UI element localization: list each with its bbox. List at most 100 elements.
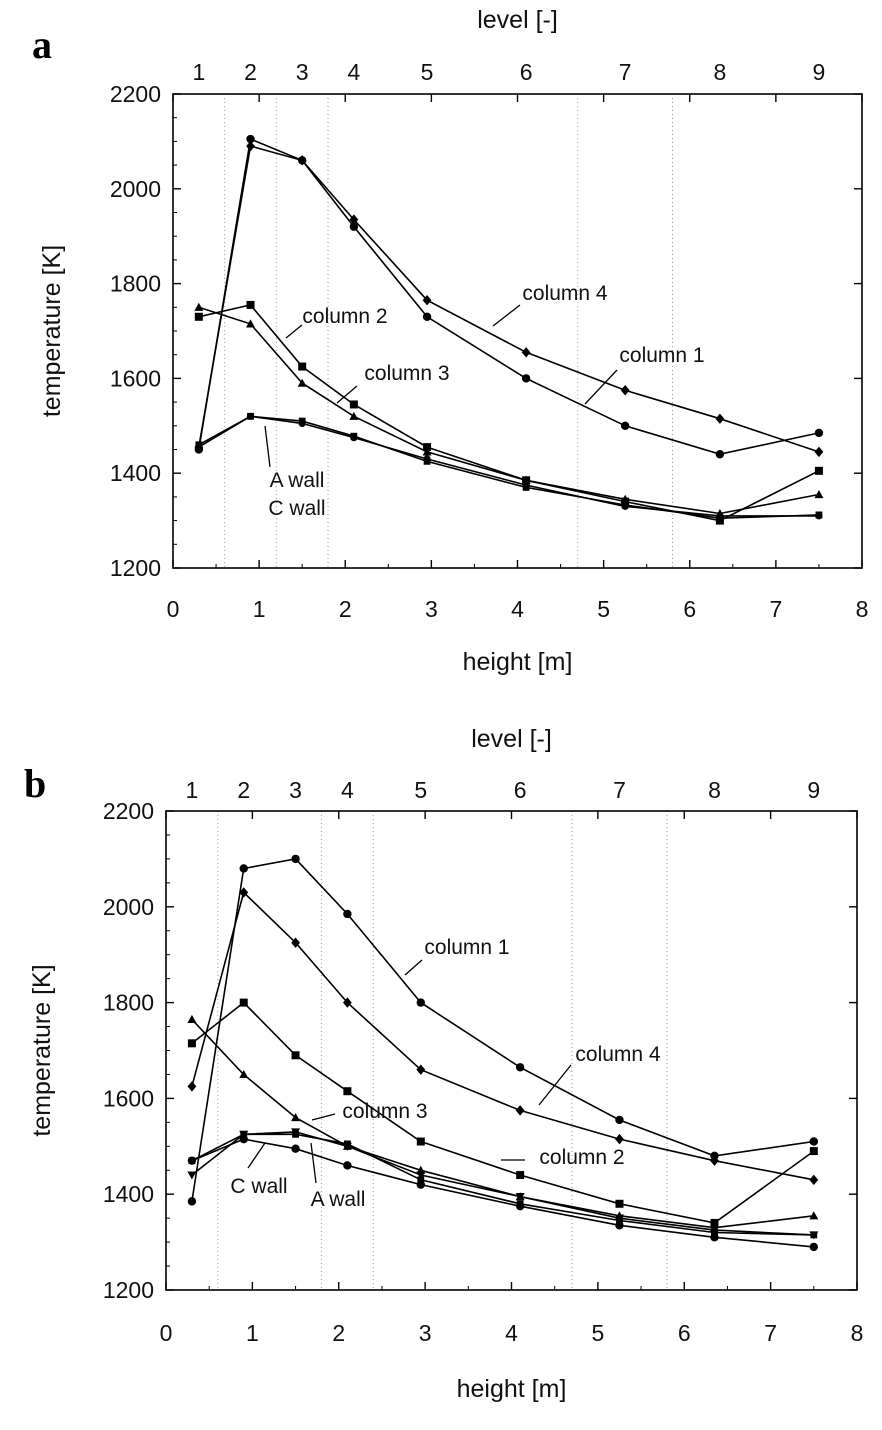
data-point: [349, 222, 359, 231]
annotation-leader: [336, 385, 358, 404]
data-point: [615, 1221, 624, 1230]
data-point: [521, 347, 531, 358]
x-tick-label: 4: [511, 596, 524, 622]
panel-letter: b: [24, 761, 46, 806]
data-point: [515, 1063, 525, 1072]
annotation-label: column 3: [364, 362, 449, 385]
x-tick-label: 5: [597, 596, 610, 622]
top-tick-label: 9: [813, 59, 826, 85]
top-tick-label: 4: [341, 777, 354, 803]
data-point: [187, 1039, 196, 1048]
annotation-label: column 3: [342, 1100, 427, 1123]
data-point: [195, 441, 203, 449]
series-column-1: [194, 134, 824, 459]
data-point: [343, 909, 352, 919]
data-point: [615, 1133, 624, 1145]
annotation-label: C wall: [268, 497, 325, 520]
annotation-leader: [247, 1142, 266, 1169]
data-point: [297, 155, 307, 166]
data-point: [423, 443, 432, 452]
y-tick-label: 2200: [103, 798, 154, 824]
series-column-4: [187, 887, 819, 1186]
data-point: [809, 1174, 819, 1186]
annotation-leader: [310, 1142, 317, 1184]
data-point: [239, 864, 248, 873]
data-point: [615, 1115, 624, 1125]
x-tick-label: 1: [246, 1320, 259, 1346]
top-tick-label: 5: [414, 777, 427, 803]
annotation-label: column 2: [302, 305, 387, 328]
top-tick-label: 2: [237, 777, 250, 803]
data-point: [710, 1233, 719, 1242]
data-point: [187, 1156, 197, 1165]
data-point: [416, 1137, 425, 1146]
y-tick-label: 1400: [103, 1181, 154, 1207]
data-point: [620, 385, 630, 396]
y-tick-label: 1200: [110, 555, 161, 581]
data-point: [620, 421, 630, 430]
series-column-4: [194, 140, 824, 458]
top-tick-label: 4: [347, 59, 360, 85]
data-point: [291, 1113, 301, 1122]
annotation-label: column 2: [539, 1146, 624, 1169]
data-point: [422, 447, 432, 456]
data-point: [515, 1201, 525, 1211]
data-point: [814, 428, 824, 438]
annotation-leader: [285, 324, 303, 339]
data-point: [710, 1155, 719, 1166]
data-point: [716, 514, 724, 522]
annotation-label: column 1: [619, 344, 704, 367]
x-tick-label: 6: [678, 1320, 691, 1346]
x-tick-label: 6: [683, 596, 696, 622]
data-point: [809, 1211, 819, 1220]
data-point: [297, 378, 307, 387]
y-tick-label: 1600: [110, 365, 161, 391]
top-axis-label: level [-]: [471, 725, 552, 753]
series-line: [191, 858, 814, 1202]
data-point: [342, 997, 352, 1008]
data-point: [521, 374, 531, 383]
annotation-label: column 4: [575, 1043, 661, 1066]
data-point: [715, 413, 725, 424]
data-point: [809, 1242, 819, 1252]
data-point: [814, 446, 824, 458]
y-tick-label: 1200: [103, 1277, 154, 1303]
top-tick-label: 9: [807, 777, 820, 803]
data-point: [291, 854, 300, 864]
data-point: [349, 411, 359, 420]
x-tick-label: 3: [425, 596, 438, 622]
data-point: [246, 319, 256, 328]
panel-a: a 0 1 2 3 4 5 6 7 8 1200 1400 1600 1800 2000 2200 1 2 3 4 5 6…: [32, 6, 868, 676]
data-point: [291, 937, 300, 948]
data-point: [416, 1171, 426, 1180]
top-tick-label: 7: [619, 59, 632, 85]
top-tick-label: 6: [514, 777, 527, 803]
y-tick-label: 1600: [103, 1085, 154, 1111]
x-axis-label: height [m]: [457, 1375, 567, 1403]
series-lowest: [187, 1134, 819, 1252]
data-point: [246, 300, 255, 309]
data-point: [422, 312, 432, 321]
data-point: [343, 1161, 352, 1170]
series-column-3: [194, 302, 824, 518]
annotation-label: column 4: [522, 282, 608, 305]
data-point: [814, 490, 824, 499]
top-tick-label: 1: [186, 777, 199, 803]
data-point: [620, 494, 630, 503]
data-point: [621, 501, 629, 509]
data-point: [187, 1081, 197, 1092]
data-point: [515, 1192, 525, 1202]
data-point: [298, 417, 306, 425]
y-axis-label: temperature [K]: [38, 245, 66, 417]
data-point: [616, 1217, 623, 1224]
y-tick-label: 2000: [103, 894, 154, 920]
data-point: [292, 1130, 299, 1138]
top-tick-label: 6: [520, 59, 533, 85]
x-tick-label: 4: [505, 1320, 518, 1346]
top-tick-label: 2: [244, 59, 257, 85]
data-point: [515, 1105, 525, 1116]
data-point: [711, 1229, 718, 1236]
data-point: [239, 1134, 248, 1144]
y-tick-label: 1800: [110, 271, 161, 297]
